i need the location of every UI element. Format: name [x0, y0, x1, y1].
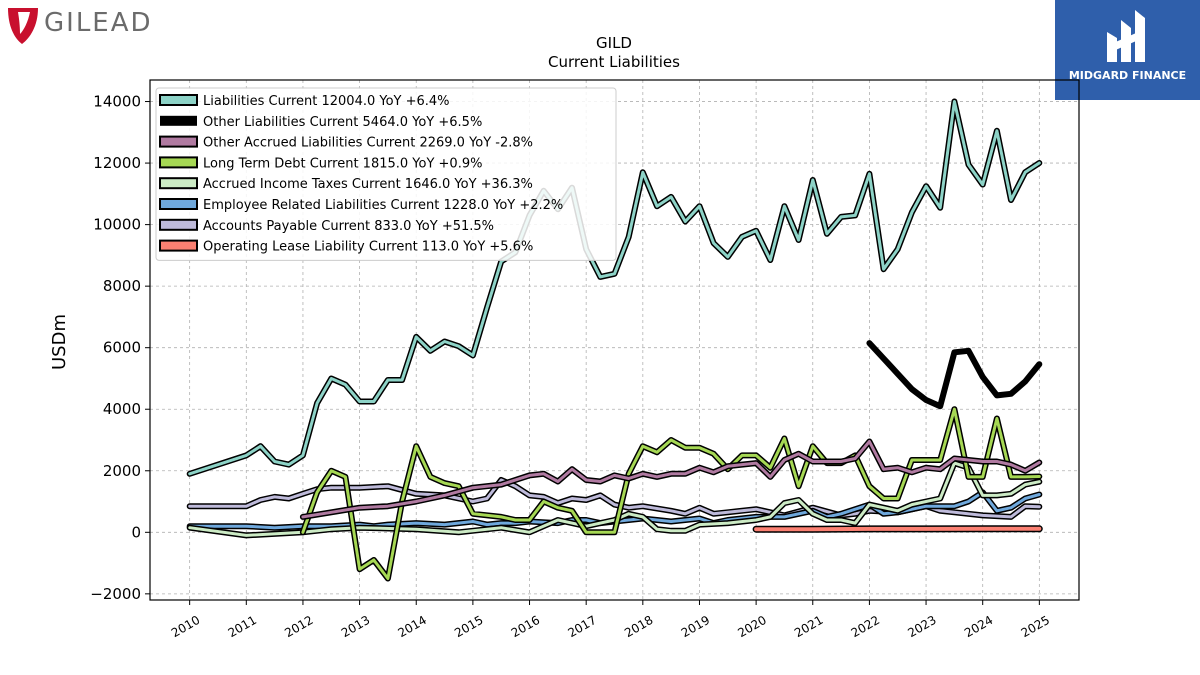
x-tick-label: 2023 [905, 613, 938, 640]
x-tick-label: 2013 [339, 613, 372, 640]
legend-entry: Accrued Income Taxes Current 1646.0 YoY … [203, 177, 533, 192]
y-axis: −2000 0 2000 4000 6000 8000 10000 12000 14000 [90, 93, 150, 603]
gilead-logo-text: GILEAD [44, 8, 153, 38]
x-tick-label: 2020 [735, 613, 768, 640]
series-line [188, 461, 1041, 537]
x-tick-label: 2011 [226, 613, 259, 640]
legend-entry: Liabilities Current 12004.0 YoY +6.4% [203, 94, 450, 109]
series-line [866, 340, 1043, 410]
y-tick-label: 12000 [93, 154, 141, 172]
midgard-logo-text: MIDGARD FINANCE [1068, 69, 1187, 82]
series-line [301, 440, 1041, 519]
x-tick-label: 2018 [622, 613, 655, 640]
x-tick-label: 2012 [282, 613, 315, 640]
legend-entry: Accounts Payable Current 833.0 YoY +51.5… [203, 219, 494, 234]
x-tick-label: 2019 [679, 613, 712, 640]
legend-swatch [159, 135, 198, 148]
y-tick-label: 6000 [103, 339, 141, 357]
midgard-mark-icon [1107, 10, 1145, 62]
y-tick-label: 4000 [103, 400, 141, 418]
legend-box [155, 87, 617, 261]
y-tick-label: 2000 [103, 462, 141, 480]
series-line [301, 407, 1041, 580]
gilead-mark-highlight [18, 12, 30, 34]
gilead-logo [8, 8, 38, 44]
legend-entry: Operating Lease Liability Current 113.0 … [203, 240, 533, 255]
y-tick-label: 8000 [103, 277, 141, 295]
legend-entry: Other Liabilities Current 5464.0 YoY +6.… [203, 115, 482, 130]
x-tick-label: 2021 [792, 613, 825, 640]
x-tick-label: 2022 [849, 613, 882, 640]
y-tick-label: 10000 [93, 216, 141, 234]
legend-swatch [159, 94, 198, 106]
legend-swatch [160, 115, 197, 126]
legend-swatch [159, 239, 198, 252]
legend-entry: Other Accrued Liabilities Current 2269.0… [203, 136, 533, 151]
legend-entry: Long Term Debt Current 1815.0 YoY +0.9% [203, 156, 482, 171]
series-layer [186, 98, 1043, 582]
series-line [188, 100, 1041, 476]
legend-swatch [159, 156, 198, 169]
legend-swatch [159, 218, 198, 231]
y-axis-label: USDm [49, 314, 70, 370]
legend-swatch [159, 177, 198, 190]
x-axis: 2010 2011 2012 2013 2014 2015 2016 2017 2018 2019… [169, 600, 1052, 640]
x-tick-label: 2025 [1019, 613, 1052, 640]
chart-subtitle: Current Liabilities [548, 53, 680, 71]
x-tick-label: 2010 [169, 613, 202, 640]
plot-frame [149, 79, 1080, 601]
x-tick-label: 2017 [565, 613, 598, 640]
x-tick-label: 2015 [452, 613, 485, 640]
legend-swatch [159, 198, 198, 210]
y-tick-label: 14000 [93, 93, 141, 111]
legend-entry: Employee Related Liabilities Current 122… [203, 198, 563, 213]
chart-title: GILD [596, 34, 632, 52]
x-tick-label: 2016 [509, 613, 542, 640]
legend: Liabilities Current 12004.0 YoY +6.4% Oth… [155, 87, 617, 261]
y-tick-label: −2000 [90, 585, 141, 603]
x-tick-label: 2014 [396, 613, 429, 640]
x-tick-label: 2024 [962, 613, 995, 640]
y-tick-label: 0 [131, 523, 141, 541]
